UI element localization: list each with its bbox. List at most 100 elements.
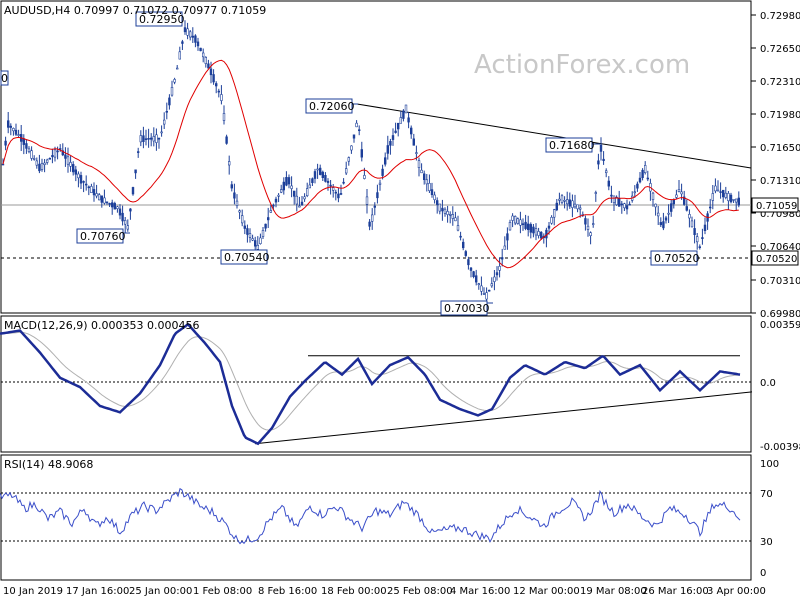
candle-body — [467, 259, 470, 266]
time-tick-label: 12 Mar 00:00 — [513, 586, 580, 597]
candle-body — [334, 191, 337, 194]
annotation-low-4: 0.70030 — [444, 302, 490, 315]
candle-body — [105, 201, 109, 204]
candle-body — [386, 145, 389, 154]
candle-body — [355, 122, 358, 128]
candle-body — [420, 169, 423, 174]
candle-body — [615, 196, 618, 205]
candle-body — [493, 276, 496, 282]
candle-body — [498, 265, 501, 271]
candle-body — [500, 257, 504, 260]
candle-body — [617, 198, 621, 207]
candle-body — [620, 203, 624, 206]
candle-body — [690, 220, 694, 228]
candle-body — [680, 191, 683, 195]
candle-body — [633, 191, 637, 194]
candle-body — [454, 217, 457, 222]
candle-body — [586, 225, 590, 230]
annotation-low-3: 0.70520 — [654, 252, 700, 265]
candle-body — [9, 125, 12, 128]
candle-body — [329, 184, 332, 187]
candle-body — [441, 207, 444, 212]
candle-body — [342, 181, 345, 184]
candle-body — [503, 245, 506, 250]
candle-body — [150, 137, 153, 140]
candle-body — [602, 158, 605, 161]
time-tick-label: 26 Mar 16:00 — [642, 586, 709, 597]
candle-body — [305, 188, 309, 197]
rsi-tick-label: 70 — [760, 489, 773, 500]
candle-body — [563, 200, 566, 202]
candle-body — [168, 97, 171, 106]
candle-body — [539, 231, 543, 239]
candle-body — [688, 214, 691, 219]
candle-body — [225, 136, 228, 144]
candle-body — [274, 198, 278, 203]
candle-body — [399, 117, 402, 124]
rsi-tick-label: 30 — [760, 537, 773, 548]
candle-body — [409, 127, 413, 135]
candle-body — [472, 271, 475, 278]
candle-body — [51, 155, 54, 158]
candle-body — [571, 200, 574, 208]
candle-body — [456, 225, 460, 231]
candle-body — [295, 195, 298, 205]
time-tick-label: 4 Mar 16:00 — [450, 586, 510, 597]
price-tick-label: 0.71310 — [760, 176, 800, 187]
candle-body — [435, 200, 439, 205]
current-price-tag — [751, 197, 799, 213]
candle-body — [550, 217, 553, 224]
macd-trendline — [254, 391, 753, 445]
candle-body — [90, 186, 93, 193]
candle-body — [477, 283, 480, 286]
candle-body — [552, 209, 556, 218]
candle-body — [233, 192, 236, 199]
candle-body — [300, 201, 304, 206]
candle-body — [212, 74, 215, 83]
candle-body — [584, 218, 587, 225]
candle-body — [573, 203, 577, 208]
candle-body — [446, 211, 449, 215]
candle-body — [61, 150, 65, 156]
candle-body — [7, 120, 10, 128]
candle-body — [30, 150, 33, 159]
candle-body — [402, 110, 405, 119]
candle-body — [72, 164, 75, 173]
candle-body — [27, 148, 31, 152]
macd-panel-frame — [0, 315, 752, 453]
candle-body — [266, 217, 270, 221]
candle-body — [170, 87, 174, 96]
candle-body — [474, 275, 478, 283]
candle-body — [516, 218, 520, 224]
candle-body — [425, 179, 428, 185]
candle-body — [144, 138, 148, 140]
candle-body — [113, 203, 117, 210]
price-tick-label: 0.70980 — [760, 209, 800, 220]
candle-body — [659, 222, 663, 226]
annotation-high-1: 0.72950 — [139, 13, 185, 26]
candle-body — [165, 111, 168, 113]
candle-body — [698, 246, 702, 248]
candle-body — [350, 145, 353, 151]
candle-body — [87, 186, 91, 189]
candle-body — [430, 189, 434, 196]
candle-body — [529, 224, 533, 233]
candle-body — [547, 225, 551, 229]
macd-tick-label: 0.003592 — [760, 320, 800, 331]
candle-body — [12, 128, 15, 132]
rsi-title: RSI(14) 48.9068 — [4, 458, 93, 471]
candle-body — [22, 138, 25, 145]
candle-body — [381, 168, 384, 176]
candle-body — [207, 63, 210, 69]
candle-body — [693, 228, 696, 235]
annotation-box-cut — [0, 70, 9, 86]
candle-body — [279, 189, 283, 193]
macd-signal-line — [0, 331, 740, 431]
candle-body — [40, 163, 44, 170]
candle-body — [66, 156, 70, 165]
candle-body — [599, 144, 603, 152]
time-tick-label: 8 Feb 16:00 — [258, 586, 317, 597]
candle-body — [506, 233, 509, 241]
candle-body — [344, 168, 348, 174]
